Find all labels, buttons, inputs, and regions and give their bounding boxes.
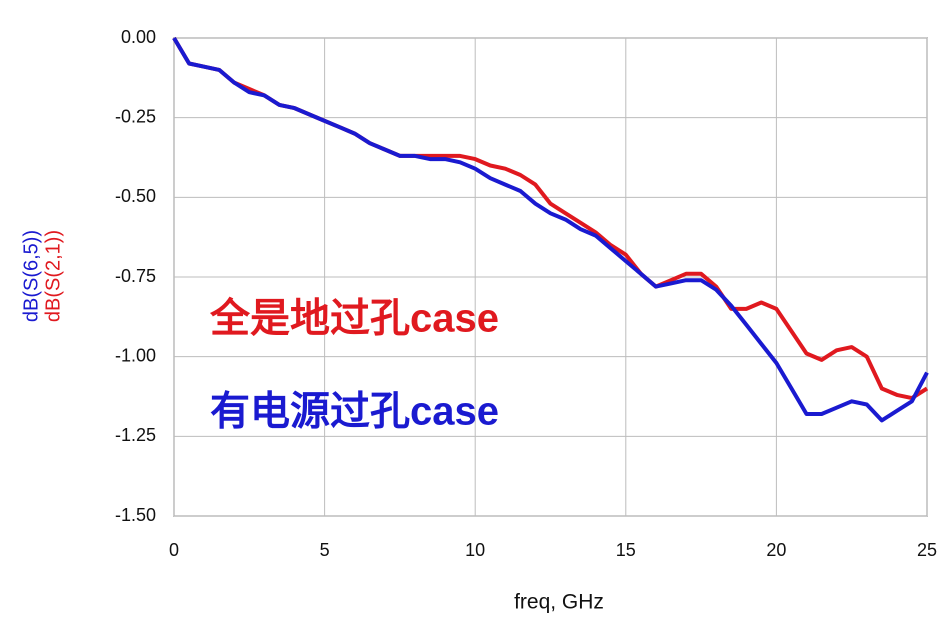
y-tick-label: -1.50 [115, 505, 156, 525]
y-tick-label: -1.25 [115, 425, 156, 445]
series-line [172, 36, 929, 423]
x-tick-label: 25 [917, 540, 937, 560]
x-tick-label: 0 [169, 540, 179, 560]
annotation: 全是地过孔case [209, 296, 499, 341]
y-axis-label: dB(S(6,5)) [20, 230, 42, 322]
annotation: 有电源过孔case [210, 390, 499, 434]
y-tick-label: -1.00 [115, 345, 156, 365]
series-line [172, 36, 929, 401]
x-axis-label: freq, GHz [514, 591, 604, 614]
y-tick-label: 0.00 [121, 27, 156, 47]
y-tick-label: -0.25 [115, 106, 156, 126]
x-tick-label: 15 [616, 540, 636, 560]
y-tick-label: -0.75 [115, 266, 156, 286]
y-axis-label: dB(S(2,1)) [42, 230, 64, 322]
x-tick-label: 5 [320, 540, 330, 560]
y-tick-label: -0.50 [115, 186, 156, 206]
x-tick-label: 20 [766, 540, 786, 560]
x-tick-label: 10 [465, 540, 485, 560]
